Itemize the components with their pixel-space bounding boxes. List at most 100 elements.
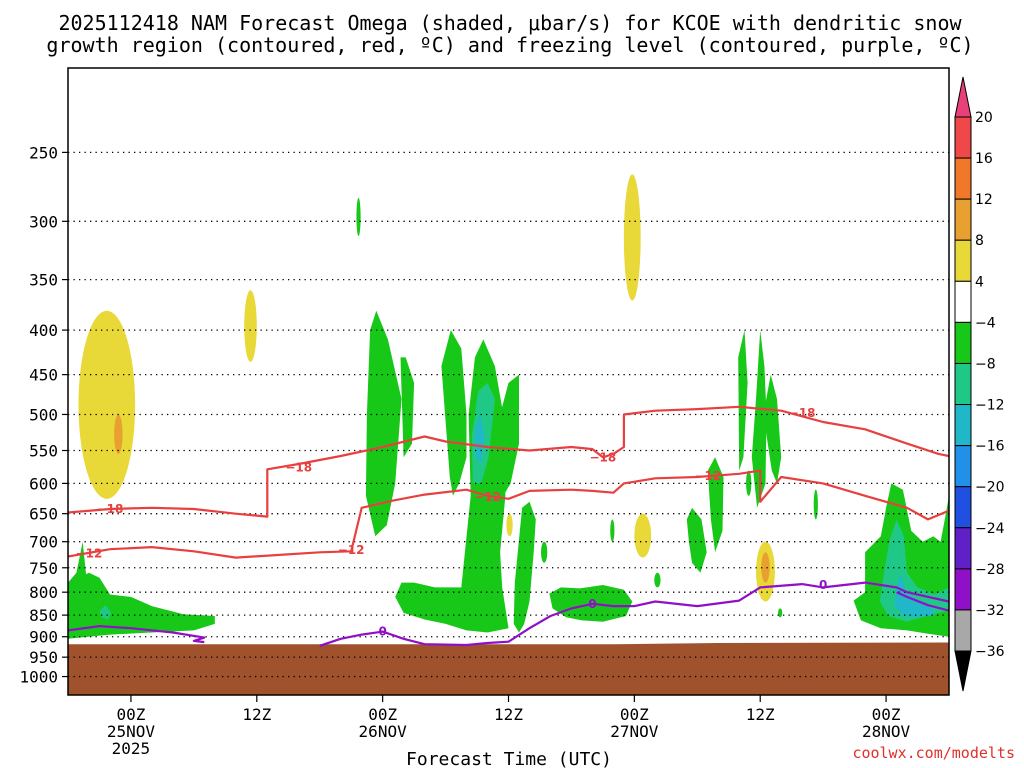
y-tick-label: 400 (29, 321, 58, 340)
omega-region-neg4 (541, 541, 548, 563)
omega-region-neg4 (68, 541, 89, 602)
colorbar-label: −24 (975, 521, 1005, 537)
y-tick-label: 650 (29, 505, 58, 524)
colorbar-label: 20 (975, 110, 993, 126)
contours: −18 −18 −18 −18 −12 −12 −12 −12 0 0 0 (68, 405, 949, 647)
x-tick-year: 2025 (112, 739, 151, 758)
colorbar-box (954, 321, 972, 364)
y-tick-label: 600 (29, 474, 58, 493)
x-axis-label: Forecast Time (UTC) (406, 749, 612, 768)
colorbar-label: 4 (975, 274, 984, 290)
omega-region-neg4 (441, 330, 467, 496)
colorbar-label: −4 (975, 315, 996, 331)
omega-region-pos4 (623, 174, 641, 301)
dgz-contour-minus12-label: −12 (694, 469, 721, 483)
omega-region-neg4 (763, 374, 782, 484)
dgz-contour-minus18-label: −18 (285, 460, 312, 474)
colorbar-label: −8 (975, 356, 996, 372)
y-tick-label: 300 (29, 212, 58, 231)
y-tick-label: 500 (29, 405, 58, 424)
colorbar-top-arrow (954, 76, 972, 118)
x-tick-label: 00Z (368, 705, 397, 724)
y-tick-label: 850 (29, 606, 58, 625)
x-tick-label: 00Z (116, 705, 145, 724)
omega-region-neg4 (365, 310, 402, 537)
omega-region-neg4 (751, 330, 767, 508)
plot-frame (67, 67, 950, 696)
dgz-contour-minus12-label: −12 (76, 546, 103, 560)
y-tick-label: 1000 (19, 668, 58, 687)
x-tick-date: 25NOV (107, 722, 156, 741)
colorbar-box (954, 239, 972, 282)
colorbar-box (954, 609, 972, 652)
credit-text: coolwx.com/modelts (852, 744, 1015, 762)
colorbar-box (954, 404, 972, 447)
colorbar-label: −20 (975, 480, 1005, 496)
y-axis: 250 300 350 400 450 500 550 600 650 700 750 800 850 9… (19, 143, 68, 687)
colorbar-box (954, 486, 972, 529)
freezing-level-contour-label: 0 (819, 578, 827, 592)
omega-region-neg4 (356, 197, 361, 237)
colorbar-box (954, 198, 972, 241)
colorbar-label: −36 (975, 644, 1005, 660)
colorbar-label: 8 (975, 233, 984, 249)
ground-surface (68, 642, 949, 695)
omega-region-pos8 (114, 414, 123, 454)
omega-region-neg4 (654, 572, 661, 588)
x-tick-label: 12Z (494, 705, 523, 724)
omega-region-neg4 (707, 457, 724, 553)
y-tick-label: 250 (29, 143, 58, 162)
omega-region-neg4 (686, 507, 707, 573)
omega-region-pos4 (244, 290, 257, 362)
x-tick-label: 12Z (242, 705, 271, 724)
colorbar-label: −12 (975, 398, 1005, 414)
omega-region-neg4 (778, 608, 783, 618)
colorbar-box (954, 280, 972, 323)
x-tick-label: 00Z (872, 705, 901, 724)
y-tick-label: 750 (29, 559, 58, 578)
x-tick-label: 00Z (620, 705, 649, 724)
dgz-contour-minus18 (68, 405, 949, 518)
gridlines (68, 151, 949, 678)
omega-region-neg12 (474, 414, 485, 464)
y-tick-label: 450 (29, 366, 58, 385)
colorbar-box (954, 445, 972, 488)
colorbar-label: −16 (975, 439, 1005, 455)
freezing-level-contour (68, 625, 206, 644)
y-tick-label: 900 (29, 628, 58, 647)
chart-title-line1: 2025112418 NAM Forecast Omega (shaded, μ… (58, 11, 962, 35)
dgz-contour-minus12-label: −12 (338, 543, 365, 557)
x-tick-date: 26NOV (359, 722, 408, 741)
colorbar-label: 16 (975, 151, 993, 167)
colorbar-box (954, 527, 972, 570)
omega-region-neg12 (894, 572, 936, 618)
omega-region-neg4 (68, 572, 215, 639)
freezing-level-contour-label: 0 (588, 597, 596, 611)
y-tick-label: 950 (29, 648, 58, 667)
colorbar: 20 16 12 8 4 −4 −8 −12 −16 −20 −24 −28 −32 −36 (954, 76, 1005, 692)
dgz-contour-minus12-label: −12 (474, 490, 501, 504)
x-tick-date: 27NOV (610, 722, 659, 741)
ground-layer (68, 642, 949, 695)
omega-region-neg4 (610, 519, 615, 542)
chart-title-line2: growth region (contoured, red, ºC) and f… (46, 33, 973, 57)
y-tick-label: 350 (29, 271, 58, 290)
y-tick-label: 550 (29, 442, 58, 461)
freezing-level-contour (319, 581, 949, 647)
omega-region-pos8 (761, 552, 770, 583)
omega-region-neg4 (813, 489, 818, 520)
colorbar-label: −28 (975, 562, 1005, 578)
y-tick-label: 800 (29, 583, 58, 602)
colorbar-label: 12 (975, 192, 993, 208)
colorbar-box (954, 568, 972, 611)
omega-region-neg4 (500, 374, 519, 496)
omega-region-neg4 (746, 470, 752, 496)
freezing-level-contour-label: 0 (378, 625, 386, 639)
y-tick-label: 700 (29, 533, 58, 552)
omega-region-neg8 (99, 605, 111, 620)
dgz-contour-minus18-label: −18 (97, 502, 124, 516)
omega-region-neg4 (738, 330, 748, 471)
omega-region-pos4 (634, 513, 652, 558)
